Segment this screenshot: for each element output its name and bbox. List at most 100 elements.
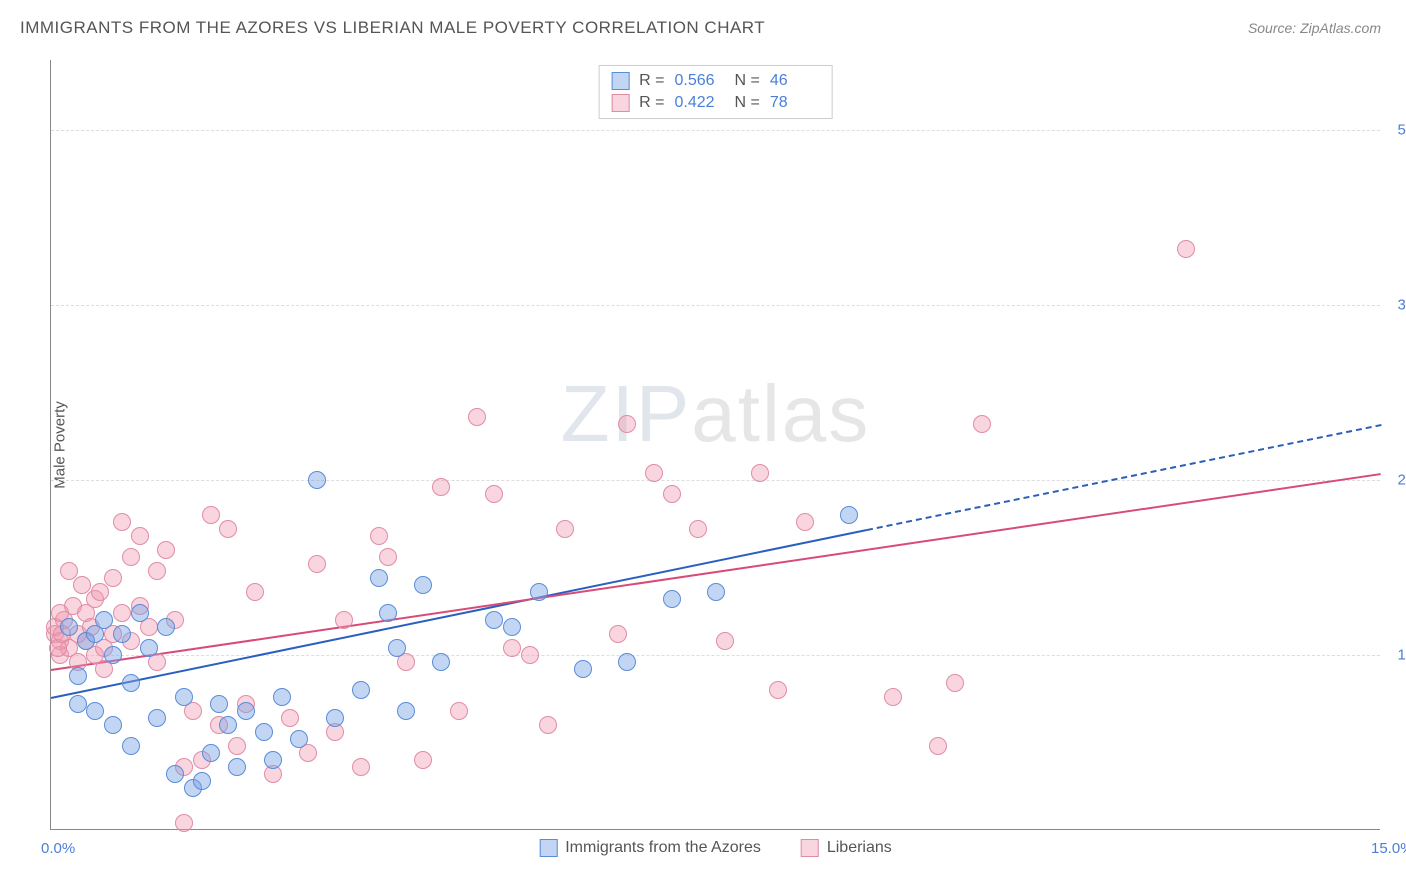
data-point	[104, 646, 122, 664]
stat-n-label: N =	[735, 72, 760, 90]
data-point	[219, 520, 237, 538]
data-point	[370, 527, 388, 545]
stats-row: R = 0.566 N = 46	[611, 70, 820, 92]
legend-swatch	[611, 72, 629, 90]
data-point	[131, 527, 149, 545]
data-point	[122, 548, 140, 566]
legend-swatch	[539, 839, 557, 857]
gridline	[51, 480, 1380, 481]
data-point	[352, 758, 370, 776]
data-point	[450, 702, 468, 720]
data-point	[193, 772, 211, 790]
legend-swatch	[611, 94, 629, 112]
stat-r-label: R =	[639, 72, 664, 90]
y-tick-label: 37.5%	[1385, 297, 1406, 314]
data-point	[202, 506, 220, 524]
data-point	[69, 695, 87, 713]
y-axis-label: Male Poverty	[51, 401, 68, 489]
data-point	[929, 737, 947, 755]
stats-row: R =0.422N =78	[611, 92, 820, 114]
data-point	[202, 744, 220, 762]
data-point	[618, 415, 636, 433]
x-tick-label: 0.0%	[41, 840, 75, 857]
data-point	[521, 646, 539, 664]
data-point	[663, 590, 681, 608]
data-point	[281, 709, 299, 727]
data-point	[113, 513, 131, 531]
data-point	[609, 625, 627, 643]
trend-line-extrapolated	[867, 424, 1382, 531]
stat-r-value: 0.422	[675, 94, 725, 112]
data-point	[175, 688, 193, 706]
data-point	[237, 702, 255, 720]
data-point	[432, 478, 450, 496]
chart-title: IMMIGRANTS FROM THE AZORES VS LIBERIAN M…	[20, 18, 765, 38]
data-point	[60, 562, 78, 580]
stat-r-value: 0.566	[675, 72, 725, 90]
data-point	[157, 618, 175, 636]
data-point	[414, 576, 432, 594]
data-point	[95, 611, 113, 629]
data-point	[716, 632, 734, 650]
source-label: Source: ZipAtlas.com	[1248, 20, 1381, 36]
data-point	[884, 688, 902, 706]
x-tick-label: 15.0%	[1371, 840, 1406, 857]
legend-label: Immigrants from the Azores	[565, 839, 761, 857]
data-point	[166, 765, 184, 783]
data-point	[131, 604, 149, 622]
data-point	[840, 506, 858, 524]
data-point	[379, 548, 397, 566]
data-point	[645, 464, 663, 482]
data-point	[122, 737, 140, 755]
data-point	[219, 716, 237, 734]
legend-item: Liberians	[801, 839, 892, 857]
data-point	[148, 562, 166, 580]
data-point	[574, 660, 592, 678]
gridline	[51, 130, 1380, 131]
data-point	[414, 751, 432, 769]
data-point	[228, 737, 246, 755]
data-point	[352, 681, 370, 699]
data-point	[370, 569, 388, 587]
data-point	[264, 751, 282, 769]
data-point	[751, 464, 769, 482]
bottom-legend: Immigrants from the Azores Liberians	[539, 839, 892, 857]
stat-n-value: 46	[770, 72, 820, 90]
data-point	[1177, 240, 1195, 258]
data-point	[485, 485, 503, 503]
data-point	[485, 611, 503, 629]
data-point	[255, 723, 273, 741]
data-point	[148, 709, 166, 727]
data-point	[530, 583, 548, 601]
data-point	[973, 415, 991, 433]
data-point	[157, 541, 175, 559]
stat-n-label: N =	[735, 94, 760, 112]
data-point	[769, 681, 787, 699]
data-point	[140, 639, 158, 657]
data-point	[113, 625, 131, 643]
data-point	[707, 583, 725, 601]
data-point	[175, 814, 193, 832]
data-point	[432, 653, 450, 671]
data-point	[503, 618, 521, 636]
data-point	[69, 667, 87, 685]
data-point	[335, 611, 353, 629]
data-point	[397, 702, 415, 720]
data-point	[113, 604, 131, 622]
data-point	[228, 758, 246, 776]
data-point	[273, 688, 291, 706]
gridline	[51, 305, 1380, 306]
data-point	[210, 695, 228, 713]
data-point	[556, 520, 574, 538]
data-point	[246, 583, 264, 601]
data-point	[663, 485, 681, 503]
data-point	[86, 702, 104, 720]
plot-area: Male Poverty ZIPatlas R =0.566N =46R =0.…	[50, 60, 1380, 830]
data-point	[618, 653, 636, 671]
stat-r-label: R =	[639, 94, 664, 112]
legend-swatch	[801, 839, 819, 857]
data-point	[104, 716, 122, 734]
data-point	[308, 471, 326, 489]
data-point	[796, 513, 814, 531]
stats-legend-box: R =0.566N =46R =0.422N =78	[598, 65, 833, 119]
